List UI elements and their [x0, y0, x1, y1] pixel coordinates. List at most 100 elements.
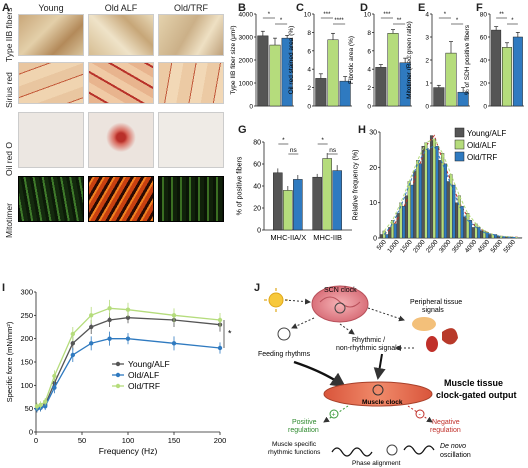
H-legend-swatch: [454, 151, 465, 162]
H-fit-curve: [383, 145, 518, 239]
F-bar: [502, 47, 512, 107]
I-xtick-label: 50: [78, 436, 86, 445]
G-bar: [273, 172, 283, 231]
I-point: [107, 306, 112, 311]
B-bar: [257, 35, 269, 107]
I-series-line: [36, 338, 221, 410]
C-bar: [315, 78, 327, 107]
B-bar: [269, 44, 281, 107]
B-ytick-label: 0: [249, 104, 253, 111]
I-point: [89, 313, 94, 318]
diagram-title-1: Muscle tissue: [444, 378, 503, 388]
I-legend-marker: [115, 372, 121, 378]
B-ytick-label: 3000: [239, 35, 254, 42]
H-xtick-label: 5000: [490, 238, 505, 254]
H-bar: [468, 220, 473, 239]
column-header-old-alf: Old ALF: [104, 3, 138, 13]
phase-clock-icon: [386, 444, 398, 456]
G-ytick-label: 40: [253, 184, 261, 191]
H-xtick-label: 1000: [386, 238, 401, 254]
micrograph-sirius-young: [18, 62, 84, 104]
H-bar: [435, 145, 439, 239]
I-sig-label: *: [228, 328, 232, 338]
panel-label-a: A: [2, 2, 10, 14]
panel-label-b: B: [238, 2, 246, 14]
I-point: [52, 373, 57, 379]
H-bar: [385, 234, 389, 239]
C-ytick-label: 6: [307, 48, 311, 55]
feeding-rhythms-label: Feeding rhythms: [258, 351, 311, 358]
peripheral-label-2: signals: [422, 307, 444, 314]
micrograph-oilred-old-trf: [158, 112, 224, 168]
I-ytick-label: 250: [20, 311, 33, 320]
H-bar: [429, 135, 434, 239]
G-sig-label: ns: [329, 147, 337, 154]
I-point: [70, 352, 76, 358]
I-point: [107, 336, 112, 341]
I-xtick-label: 200: [214, 436, 227, 445]
E-bar: [433, 87, 445, 107]
panel-label-i: I: [2, 282, 6, 294]
I-xtick-label: 150: [168, 436, 181, 445]
plus-icon: [329, 409, 339, 419]
D-sig-label: **: [397, 18, 402, 24]
H-xtick-label: 3500: [451, 238, 466, 254]
F-bar: [512, 36, 523, 107]
B-sig-label: *: [268, 12, 271, 18]
H-bar: [480, 230, 484, 239]
micrograph-mitotimer-young: [18, 176, 84, 222]
H-bar: [488, 234, 492, 239]
G-ytick-label: 0: [257, 228, 261, 235]
H-xtick-label: 3000: [438, 238, 453, 254]
C-ytick-label: 4: [307, 67, 311, 74]
B-ylabel: Type IIB fiber size (μm²): [230, 25, 237, 94]
brain-icon: [311, 285, 369, 323]
I-legend-label: Young/ALF: [128, 359, 170, 369]
phase-alignment-label: Phase alignment: [352, 460, 401, 467]
H-bar: [477, 227, 481, 239]
G-sig-label: *: [282, 137, 285, 144]
G-bar: [312, 176, 322, 231]
I-legend-marker: [115, 361, 121, 367]
rhythm-wave: [331, 447, 373, 457]
D-ytick-label: 0: [367, 104, 371, 111]
B-sig-label: *: [280, 18, 283, 24]
scn-clock-label: SCN clock: [324, 287, 357, 294]
I-legend-label: Old/ALF: [128, 370, 159, 380]
I-point: [70, 341, 76, 346]
sun-icon: [264, 288, 288, 312]
panel-label-g: G: [238, 124, 247, 136]
muscle-specific-label-2: rhythmic functions: [268, 449, 321, 456]
I-point: [89, 341, 94, 346]
muscle-clock-label: Muscle clock: [362, 399, 403, 406]
H-ylabel: Relative frequency (%): [353, 150, 360, 221]
G-bar: [283, 190, 293, 231]
rhythmic-label: Rhythmic /: [352, 337, 385, 344]
H-bar: [393, 223, 397, 239]
panel-label-j: J: [254, 282, 261, 294]
C-sig-label: ***: [323, 12, 331, 18]
D-bar: [375, 67, 387, 107]
F-ytick-label: 0: [483, 104, 487, 111]
I-point: [38, 402, 43, 408]
G-ytick-label: 20: [253, 206, 261, 213]
H-legend-label: Old/TRF: [467, 153, 497, 162]
E-ytick-label: 1: [425, 81, 429, 88]
H-bar: [404, 195, 408, 239]
F-ytick-label: 20: [480, 81, 488, 88]
F-sig-label: **: [499, 12, 504, 18]
E-bar: [445, 52, 457, 107]
micrograph-sirius-old-trf: [158, 62, 224, 104]
scn-clock-icon: [334, 302, 346, 314]
mechanism-diagram: SCN clock Peripheral tissue signals Feed…: [258, 285, 517, 467]
panel-label-d: D: [360, 2, 368, 14]
I-point: [52, 385, 57, 390]
micrograph-oilred-old-alf: [88, 112, 154, 168]
I-series-line: [36, 307, 221, 407]
H-bar: [457, 195, 461, 239]
I-ytick-label: 50: [25, 404, 33, 413]
muscle-specific-label: Muscle specific: [272, 441, 317, 448]
H-legend-label: Old/ALF: [467, 141, 496, 150]
H-ytick-label: 30: [369, 130, 377, 137]
B-ytick-label: 2000: [239, 58, 254, 65]
